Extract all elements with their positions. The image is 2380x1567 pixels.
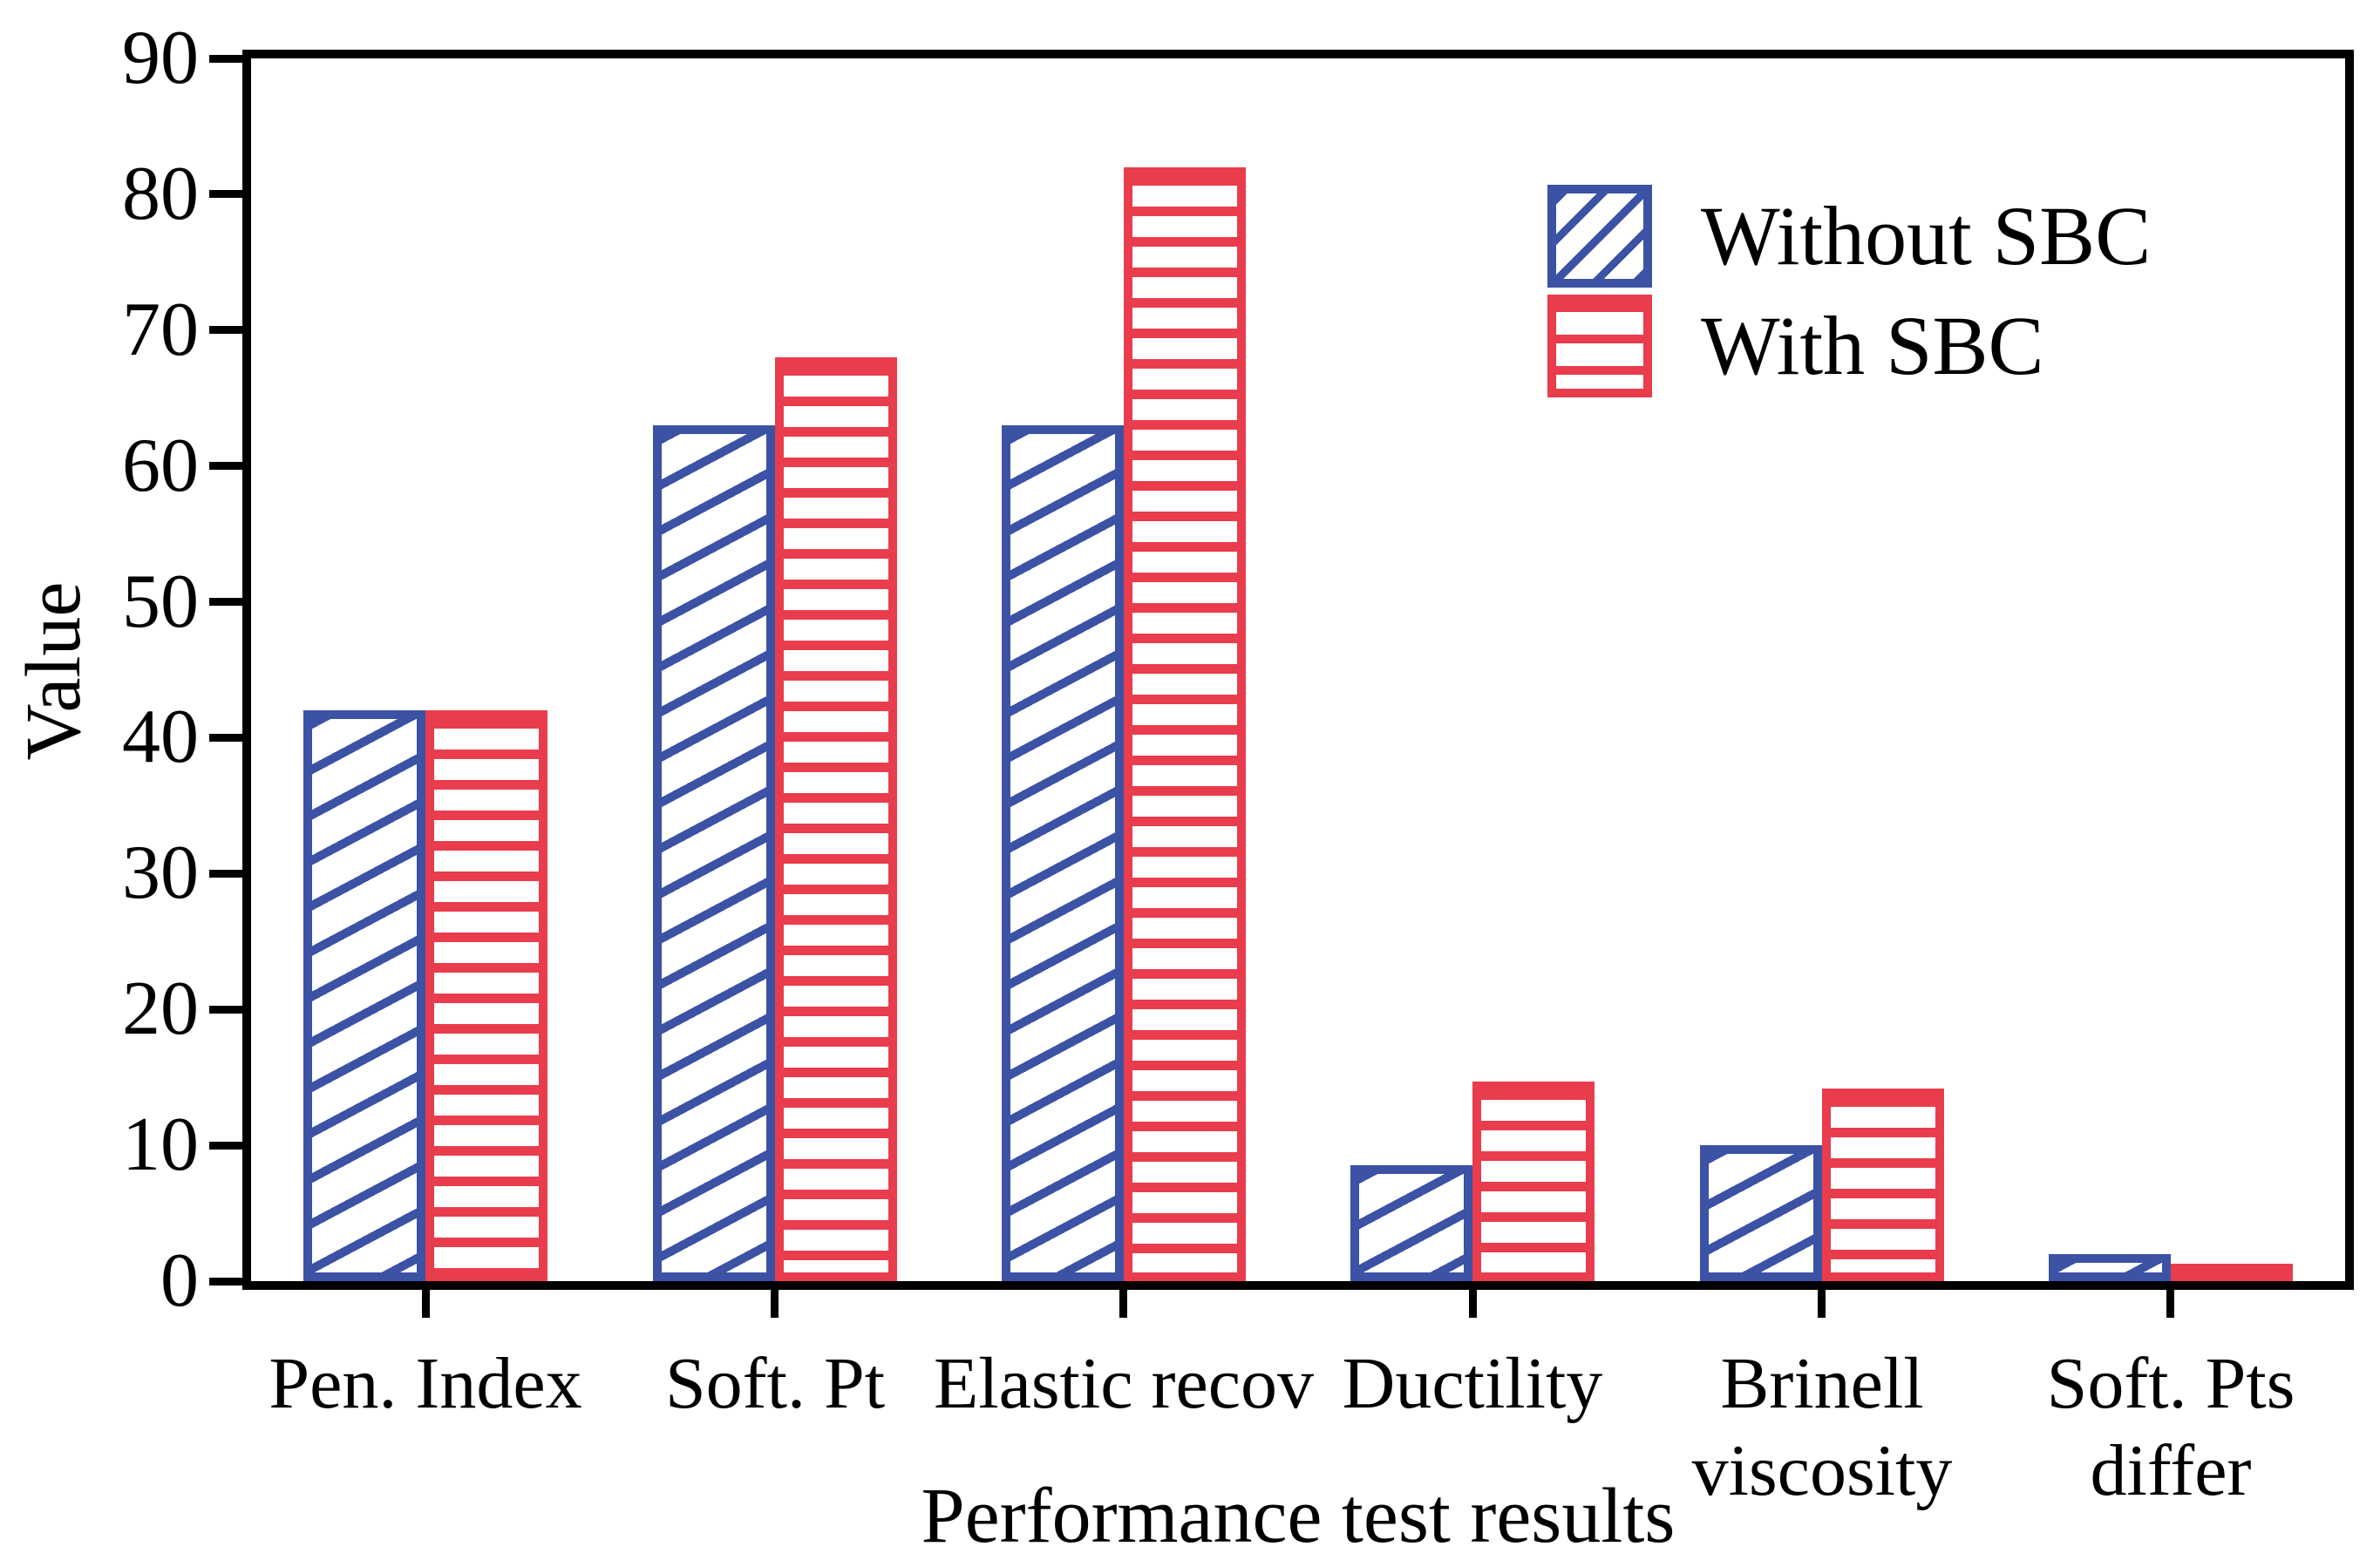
y-tick-label: 60 xyxy=(122,424,199,508)
y-axis-tick xyxy=(209,734,242,742)
y-tick-label: 50 xyxy=(122,560,199,644)
plot-area xyxy=(242,50,2354,1290)
y-axis-tick xyxy=(209,190,242,198)
bar-with-sbc-4 xyxy=(1822,1089,1944,1281)
x-category-label: Elastic recov xyxy=(933,1343,1315,1424)
y-axis-tick xyxy=(209,1006,242,1014)
legend-swatch-horizontal-hatch-icon xyxy=(1547,295,1652,397)
bar-with-sbc-0 xyxy=(425,710,547,1281)
y-axis-tick xyxy=(209,55,242,63)
legend-swatch-diagonal-hatch-icon xyxy=(1547,185,1652,288)
bar-with-sbc-5 xyxy=(2171,1264,2293,1281)
bar-without-sbc-4 xyxy=(1700,1145,1822,1281)
x-category-label: Ductility xyxy=(1342,1343,1603,1424)
y-axis-tick xyxy=(209,1278,242,1285)
y-tick-label: 70 xyxy=(122,288,199,372)
y-tick-label: 20 xyxy=(122,967,199,1051)
x-axis-tick xyxy=(1119,1281,1127,1318)
x-category-label: Pen. Index xyxy=(269,1343,582,1424)
y-tick-label: 40 xyxy=(122,695,199,779)
bar-without-sbc-1 xyxy=(653,425,775,1281)
y-tick-label: 80 xyxy=(122,152,199,236)
y-axis-tick xyxy=(209,1142,242,1150)
x-axis-tick xyxy=(2166,1281,2174,1318)
y-axis-tick xyxy=(209,870,242,878)
y-tick-label: 0 xyxy=(160,1238,199,1323)
y-axis-tick xyxy=(209,326,242,334)
bar-without-sbc-3 xyxy=(1350,1165,1472,1281)
x-category-label: Brinell viscosity xyxy=(1691,1343,1953,1511)
legend-label-with-sbc: With SBC xyxy=(1701,299,2044,392)
bar-without-sbc-2 xyxy=(1002,425,1124,1281)
y-axis-tick xyxy=(209,598,242,606)
x-axis-tick xyxy=(1818,1281,1826,1318)
bar-with-sbc-1 xyxy=(775,357,897,1281)
x-axis-tick xyxy=(771,1281,779,1318)
x-axis-tick xyxy=(422,1281,430,1318)
legend-item-with-sbc: With SBC xyxy=(1547,295,2151,397)
y-tick-label: 90 xyxy=(122,16,199,100)
y-axis-tick xyxy=(209,462,242,470)
y-tick-label: 10 xyxy=(122,1102,199,1187)
bar-without-sbc-5 xyxy=(2049,1254,2171,1281)
legend-label-without-sbc: Without SBC xyxy=(1701,189,2152,282)
bar-without-sbc-0 xyxy=(303,710,425,1281)
x-axis-tick xyxy=(1469,1281,1477,1318)
bar-with-sbc-3 xyxy=(1472,1082,1595,1281)
legend: Without SBC With SBC xyxy=(1547,185,2151,404)
legend-item-without-sbc: Without SBC xyxy=(1547,185,2151,288)
y-tick-label: 30 xyxy=(122,831,199,915)
bar-with-sbc-2 xyxy=(1124,167,1246,1281)
x-category-label: Soft. Pt xyxy=(664,1343,886,1424)
x-axis-title: Performance test results xyxy=(921,1473,1676,1559)
x-category-label: Soft. Pts differ xyxy=(2046,1343,2295,1511)
